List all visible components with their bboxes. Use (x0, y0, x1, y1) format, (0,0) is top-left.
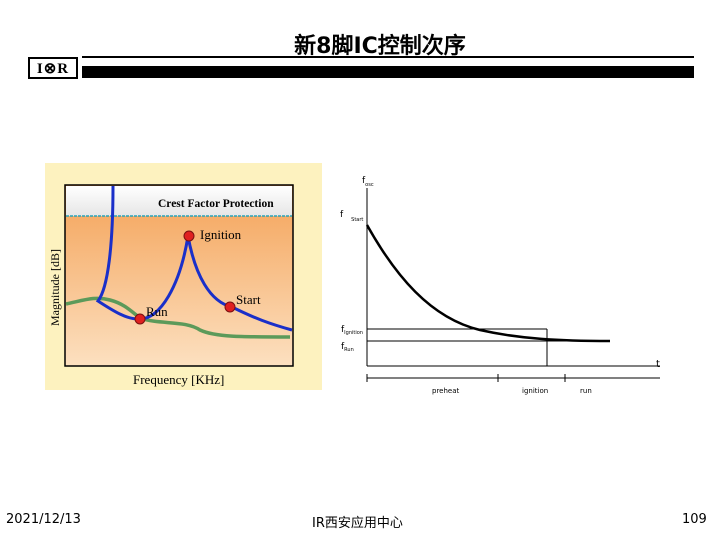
header-rule-thick (82, 66, 694, 78)
f-run-label: fRun (341, 342, 354, 353)
ir-logo: I⊗R (28, 57, 78, 79)
frequency-sweep-curve (365, 224, 611, 343)
x-axis-label: Frequency [KHz] (133, 372, 224, 387)
t-axis-label: t (656, 359, 660, 370)
header-rule-thin (82, 56, 694, 58)
start-marker (224, 301, 236, 313)
run-marker (134, 313, 146, 325)
page-number: 109 (682, 512, 707, 527)
ignition-marker (183, 230, 195, 242)
f-start-label: f Start (340, 210, 363, 223)
footer-date: 2021/12/13 (6, 512, 81, 527)
phase-run-label: run (580, 387, 592, 395)
run-label: Run (146, 304, 168, 319)
phase-ignition-label: ignition (522, 387, 548, 395)
phase-preheat-label: preheat (432, 387, 460, 395)
f-ignition-label: fIgnition (341, 325, 363, 336)
footer-center: IR西安应用中心 (312, 516, 403, 531)
crest-factor-label: Crest Factor Protection (158, 198, 274, 210)
f-osc-label: fosc (362, 176, 374, 188)
start-label: Start (236, 292, 261, 307)
y-axis-label: Magnitude [dB] (48, 249, 62, 326)
ignition-label: Ignition (200, 227, 242, 242)
crest-factor-band (66, 186, 292, 216)
slide-title: 新8脚IC控制次序 (294, 34, 466, 59)
